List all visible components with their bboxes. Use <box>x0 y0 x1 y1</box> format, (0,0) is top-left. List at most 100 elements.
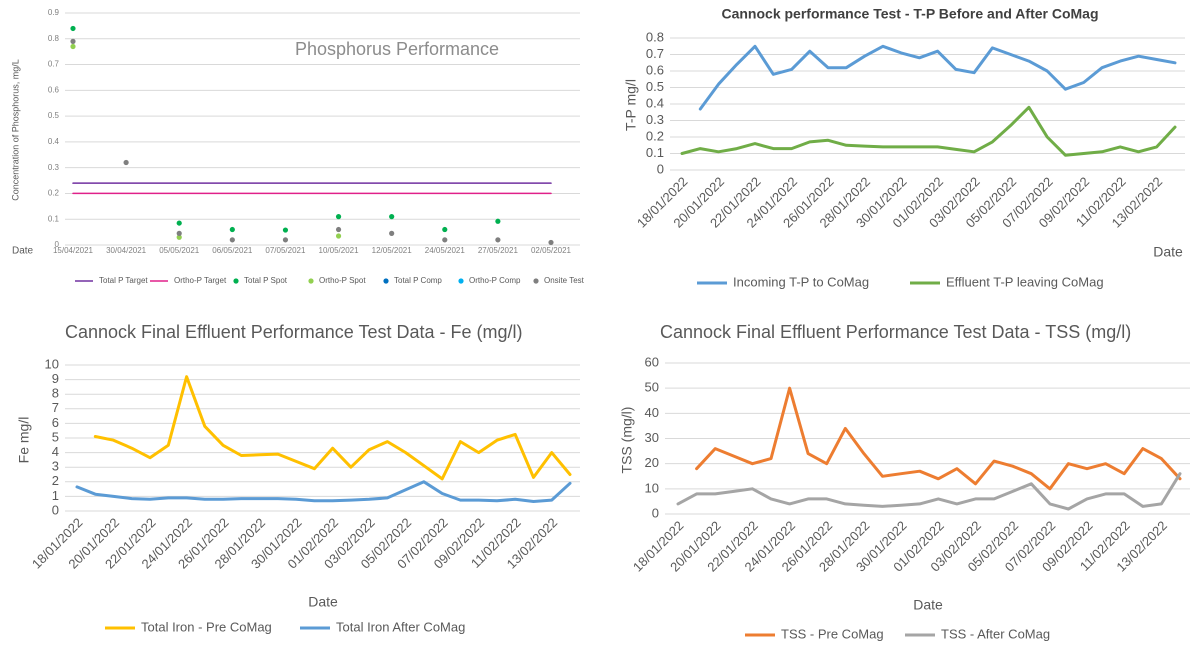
data-point <box>176 234 182 240</box>
x-tick-label: 30/04/2021 <box>106 246 147 255</box>
y-tick-label: 3 <box>52 459 59 474</box>
y-tick-label: 0 <box>55 240 60 249</box>
y-tick-label: 60 <box>645 354 659 369</box>
y-tick-label: 0.3 <box>48 163 60 172</box>
y-tick-label: 0.4 <box>646 95 664 110</box>
x-axis-label: Date <box>308 594 338 610</box>
legend-label: Effluent T-P leaving CoMag <box>946 274 1104 289</box>
chart-title: Phosphorus Performance <box>295 39 499 59</box>
y-tick-label: 6 <box>52 415 59 430</box>
data-point <box>389 214 395 220</box>
y-tick-label: 0.2 <box>48 189 60 198</box>
y-tick-label: 2 <box>52 473 59 488</box>
x-tick-label: 15/04/2021 <box>53 246 94 255</box>
data-point <box>335 226 342 233</box>
y-tick-label: 10 <box>645 480 659 495</box>
legend-label: Ortho-P Spot <box>319 276 366 285</box>
legend-label: Total P Target <box>99 276 148 285</box>
data-point <box>442 226 448 233</box>
legend-label: TSS - Pre CoMag <box>781 626 884 641</box>
legend-label: Total Iron After CoMag <box>336 619 465 634</box>
y-tick-label: 0 <box>657 161 664 176</box>
y-tick-label: 0.6 <box>48 85 60 94</box>
y-tick-label: 0.2 <box>646 128 664 143</box>
y-tick-label: 0.6 <box>646 62 664 77</box>
data-point <box>495 237 501 243</box>
y-tick-label: 0.8 <box>646 29 664 44</box>
series-line <box>75 480 572 503</box>
legend-label: Ortho-P Target <box>174 276 227 285</box>
data-point <box>176 230 182 236</box>
y-tick-label: 0.7 <box>48 60 60 69</box>
y-tick-label: 9 <box>52 371 59 386</box>
legend-marker <box>308 278 314 284</box>
x-tick-label: 12/05/2021 <box>372 246 413 255</box>
y-tick-label: 0.5 <box>48 111 60 120</box>
y-tick-label: 5 <box>52 429 59 444</box>
y-tick-label: 8 <box>52 386 59 401</box>
series-line <box>695 386 1182 491</box>
chart-title: Cannock Final Effluent Performance Test … <box>660 322 1131 342</box>
data-point <box>70 38 76 44</box>
legend-marker <box>383 278 389 284</box>
y-tick-label: 0.1 <box>48 214 60 223</box>
legend-label: Incoming T-P to CoMag <box>733 274 869 289</box>
legend-label: Total P Spot <box>244 276 288 285</box>
chart-title: Cannock Final Effluent Performance Test … <box>65 322 523 342</box>
y-tick-label: 7 <box>52 400 59 415</box>
data-point <box>389 230 395 236</box>
series-line <box>680 105 1177 157</box>
y-axis-label: TSS (mg/l) <box>619 407 635 474</box>
legend-marker <box>458 278 464 284</box>
data-point <box>229 226 235 233</box>
data-point <box>229 237 235 243</box>
x-tick-label: 07/05/2021 <box>265 246 306 255</box>
data-point <box>335 214 342 220</box>
data-point <box>282 237 289 243</box>
y-axis-label: Fe mg/l <box>16 417 32 464</box>
x-tick-label: 02/05/2021 <box>531 246 572 255</box>
y-tick-label: 0.5 <box>646 79 664 94</box>
x-axis-label: Date <box>1153 244 1183 260</box>
data-point <box>176 220 182 226</box>
data-point <box>495 218 501 224</box>
y-tick-label: 40 <box>645 405 659 420</box>
y-tick-label: 1 <box>52 488 59 503</box>
data-point <box>335 233 342 239</box>
legend-label: Onsite Test <box>544 276 585 285</box>
y-tick-label: 0.8 <box>48 34 60 43</box>
x-tick-label: 10/05/2021 <box>319 246 360 255</box>
y-tick-label: 0 <box>52 502 59 517</box>
legend-label: Ortho-P Comp <box>469 276 521 285</box>
y-tick-label: 30 <box>645 430 659 445</box>
data-point <box>70 25 76 32</box>
y-tick-label: 0.1 <box>646 145 664 160</box>
data-point <box>123 159 129 166</box>
y-tick-label: 0 <box>652 505 659 520</box>
series-line <box>698 44 1177 111</box>
y-tick-label: 20 <box>645 455 659 470</box>
legend-label: Total P Comp <box>394 276 442 285</box>
x-tick-label: 06/05/2021 <box>212 246 253 255</box>
data-point <box>442 237 448 243</box>
legend-label: Total Iron - Pre CoMag <box>141 619 272 634</box>
x-tick-label: 24/05/2021 <box>425 246 466 255</box>
y-tick-label: 0.9 <box>48 8 60 17</box>
y-tick-label: 0.7 <box>646 46 664 61</box>
x-tick-label: 27/05/2021 <box>478 246 519 255</box>
y-tick-label: 50 <box>645 380 659 395</box>
y-tick-label: 0.4 <box>48 137 60 146</box>
chart-title: Cannock performance Test - T-P Before an… <box>721 6 1098 22</box>
y-tick-label: 0.3 <box>646 112 664 127</box>
y-tick-label: 10 <box>45 356 59 371</box>
y-axis-label: T-P mg/l <box>623 79 639 131</box>
series-line <box>676 472 1182 511</box>
data-point <box>548 239 554 246</box>
y-tick-label: 4 <box>52 444 59 459</box>
data-point <box>70 43 76 50</box>
series-line <box>93 375 572 481</box>
legend-marker <box>233 278 239 284</box>
legend-label: TSS - After CoMag <box>941 626 1050 641</box>
